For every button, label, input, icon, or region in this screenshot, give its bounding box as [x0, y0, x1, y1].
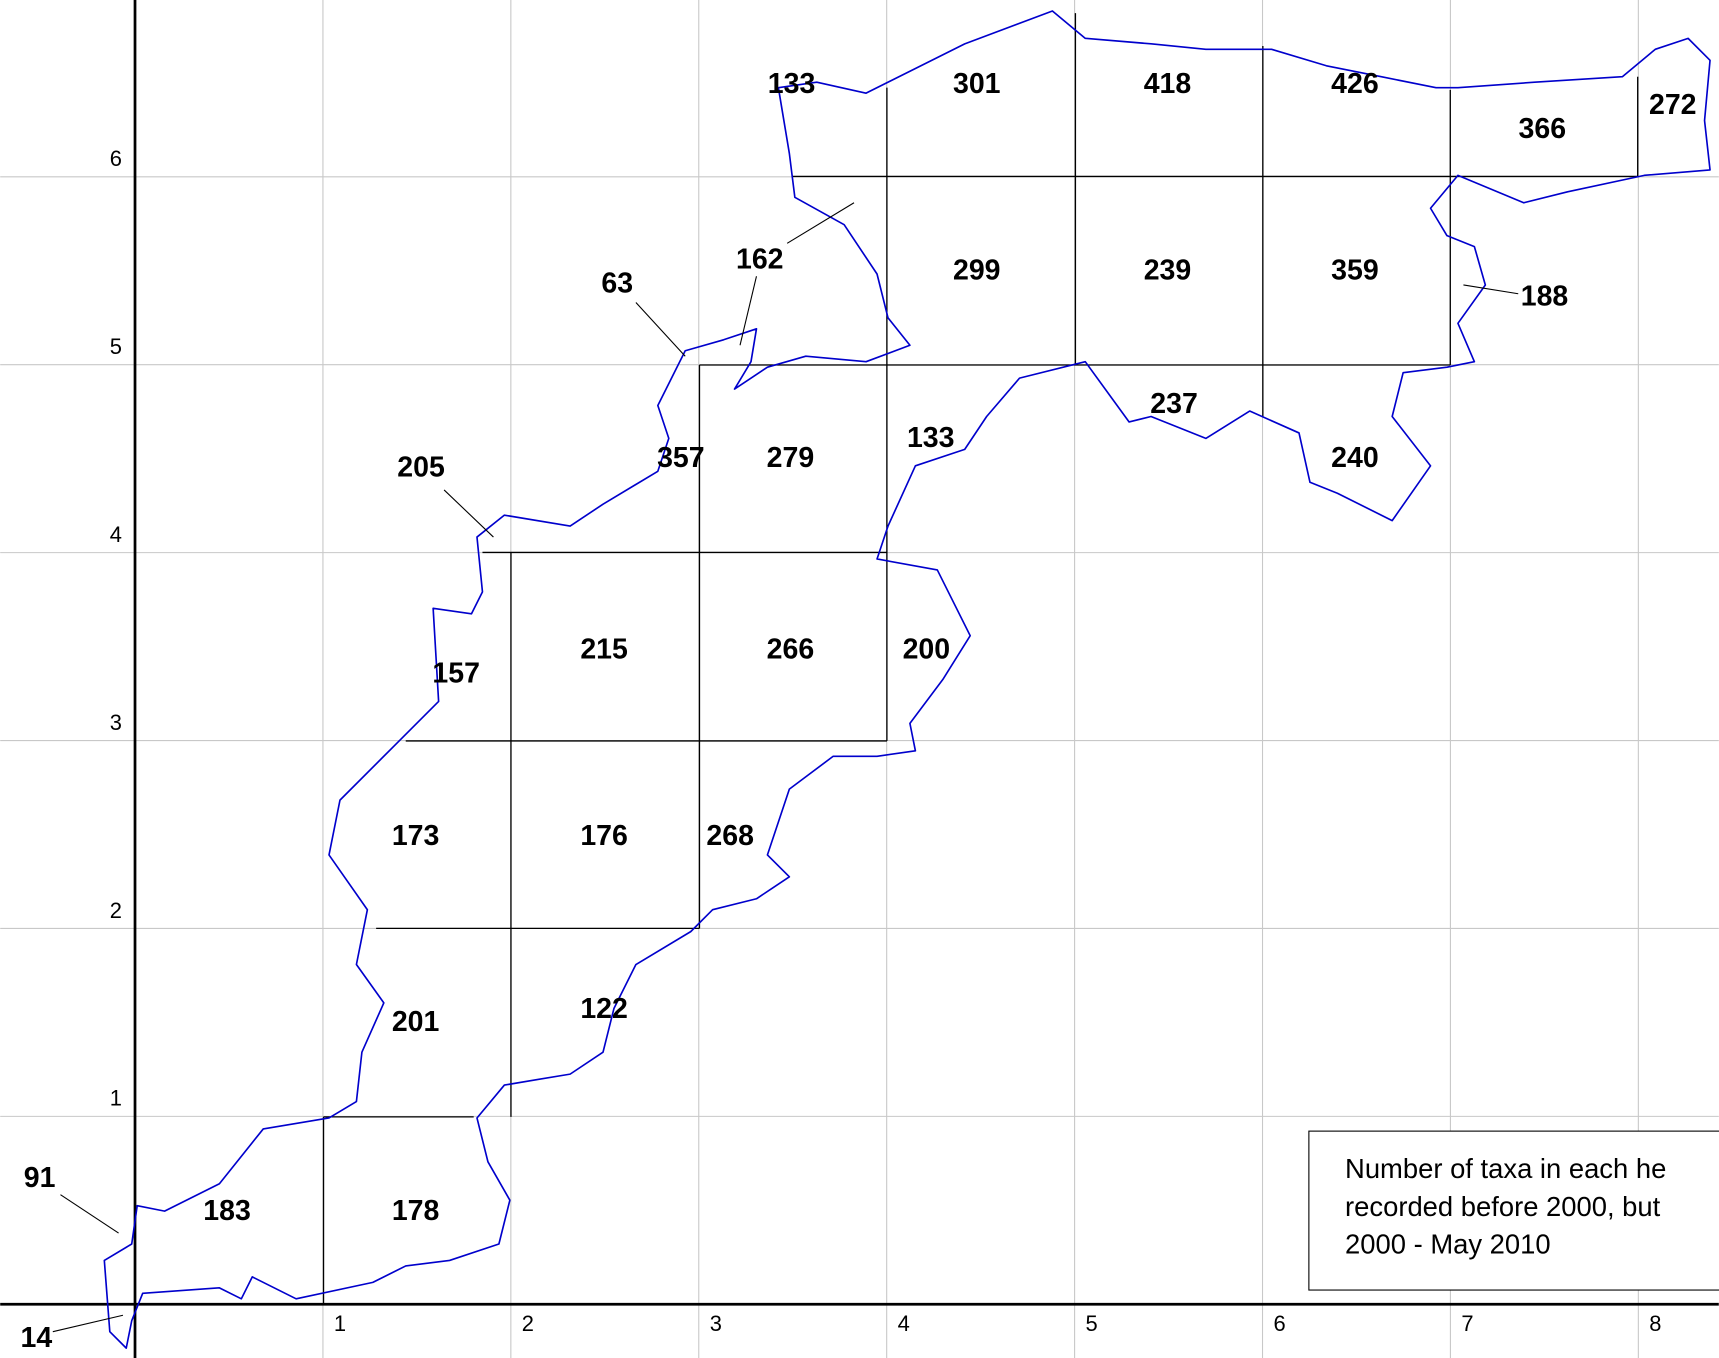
cell-count: 268 [706, 820, 754, 852]
legend-box [1308, 1130, 1719, 1291]
cell-count: 266 [767, 634, 815, 666]
cell-count: 301 [953, 68, 1001, 100]
cell-count: 201 [392, 1006, 440, 1038]
y-tick-label: 4 [110, 522, 122, 547]
cell-boundaries [322, 13, 1639, 1305]
cell-count: 63 [601, 268, 633, 300]
y-tick-label: 1 [110, 1086, 122, 1111]
y-tick-label: 6 [110, 146, 122, 171]
cell-count: 357 [657, 442, 705, 474]
cell-count: 176 [580, 820, 628, 852]
cell-count: 272 [1649, 89, 1697, 121]
cell-count: 359 [1331, 254, 1379, 286]
legend-line: 2000 - May 2010 [1345, 1228, 1551, 1259]
cell-count: 426 [1331, 68, 1379, 100]
cell-count: 366 [1519, 113, 1567, 145]
cell-count: 14 [21, 1322, 53, 1354]
cell-count: 133 [768, 68, 816, 100]
cell-count: 178 [392, 1195, 440, 1227]
cell-count: 215 [580, 634, 628, 666]
cell-count: 418 [1144, 68, 1192, 100]
x-tick-label: 7 [1461, 1311, 1473, 1336]
cell-count: 133 [907, 422, 955, 454]
x-tick-label: 3 [710, 1311, 722, 1336]
x-tick-label: 1 [334, 1311, 346, 1336]
y-tick-label: 5 [110, 334, 122, 359]
x-tick-label: 5 [1086, 1311, 1098, 1336]
legend: Number of taxa in each he recorded befor… [1308, 1130, 1719, 1291]
cell-count: 239 [1144, 254, 1192, 286]
cell-count: 91 [24, 1162, 56, 1194]
cell-count: 122 [580, 993, 628, 1025]
cell-count: 157 [432, 658, 480, 690]
x-tick-label: 2 [522, 1311, 534, 1336]
x-tick-label: 6 [1273, 1311, 1285, 1336]
cell-count: 299 [953, 254, 1001, 286]
y-tick-label: 2 [110, 898, 122, 923]
cell-count: 188 [1521, 281, 1569, 313]
x-tick-label: 4 [898, 1311, 910, 1336]
cell-count: 173 [392, 820, 440, 852]
region-outline [103, 10, 1711, 1349]
cell-count: 200 [903, 634, 951, 666]
cell-count: 162 [736, 243, 784, 275]
cell-count: 279 [767, 442, 815, 474]
leader-lines [52, 202, 1519, 1333]
cell-count: 205 [397, 452, 445, 484]
y-tick-label: 3 [110, 710, 122, 735]
cell-count: 240 [1331, 442, 1379, 474]
legend-line: Number of taxa in each he [1345, 1153, 1666, 1184]
cell-count: 237 [1150, 388, 1198, 420]
x-tick-label: 8 [1649, 1311, 1661, 1336]
cell-count: 183 [203, 1195, 251, 1227]
legend-line: recorded before 2000, but [1345, 1191, 1661, 1222]
